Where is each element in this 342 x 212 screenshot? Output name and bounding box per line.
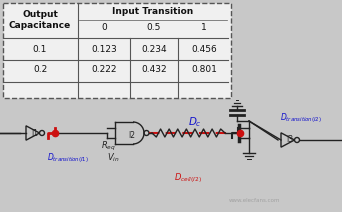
Text: I2: I2 xyxy=(129,131,135,139)
Text: 0.1: 0.1 xyxy=(33,45,47,53)
Text: 0.222: 0.222 xyxy=(91,64,117,74)
Text: 0.456: 0.456 xyxy=(191,45,217,53)
Text: $V_{in}$: $V_{in}$ xyxy=(107,152,119,164)
Text: $\mathbf{\it{D_{transition(I1)}}}$: $\mathbf{\it{D_{transition(I1)}}}$ xyxy=(47,151,89,165)
Text: $\mathbf{\it{D_{cell(I2)}}}$: $\mathbf{\it{D_{cell(I2)}}}$ xyxy=(174,171,202,185)
Text: 1: 1 xyxy=(201,24,207,32)
Text: www.elecfans.com: www.elecfans.com xyxy=(229,198,281,202)
Text: 0.5: 0.5 xyxy=(147,24,161,32)
Text: 0.801: 0.801 xyxy=(191,64,217,74)
Text: $R_{eq}$: $R_{eq}$ xyxy=(101,139,116,153)
Text: 0.432: 0.432 xyxy=(141,64,167,74)
Text: I3: I3 xyxy=(287,135,293,145)
Text: 0.2: 0.2 xyxy=(33,64,47,74)
Text: $\mathbf{\it{D_{transition(I2)}}}$: $\mathbf{\it{D_{transition(I2)}}}$ xyxy=(280,111,322,125)
Text: 0.234: 0.234 xyxy=(141,45,167,53)
Text: Input Transition: Input Transition xyxy=(113,7,194,17)
Text: I1: I1 xyxy=(31,128,39,138)
Text: $\mathbf{\it{D_c}}$: $\mathbf{\it{D_c}}$ xyxy=(188,115,202,129)
FancyBboxPatch shape xyxy=(3,3,231,98)
Text: Output
Capacitance: Output Capacitance xyxy=(9,10,71,30)
Text: 0: 0 xyxy=(101,24,107,32)
Text: 0.123: 0.123 xyxy=(91,45,117,53)
